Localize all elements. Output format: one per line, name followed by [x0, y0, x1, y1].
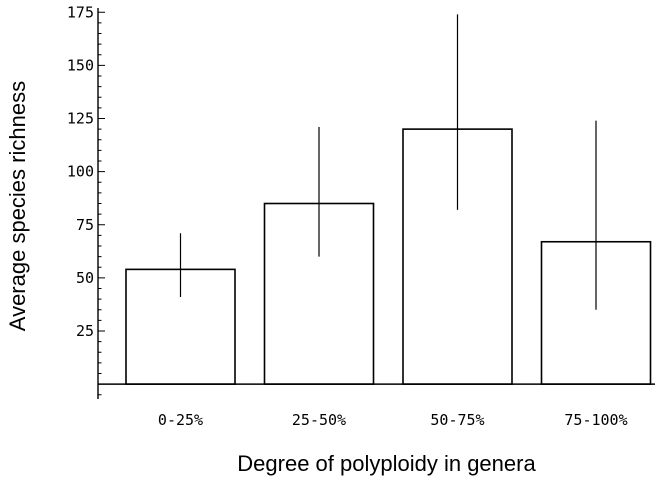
y-tick-label: 175	[67, 3, 94, 21]
y-axis-ticks: 25 50 75 100 125 150 175	[67, 3, 105, 396]
x-tick-label: 0-25%	[158, 411, 203, 429]
x-tick-label: 50-75%	[430, 411, 484, 429]
y-tick-label: 125	[67, 110, 94, 128]
y-tick-label: 25	[76, 322, 94, 340]
y-tick-label: 75	[76, 216, 94, 234]
x-axis-tick-labels: 0-25% 25-50% 50-75% 75-100%	[158, 411, 628, 429]
bars	[125, 128, 652, 385]
y-tick-label: 100	[67, 163, 94, 181]
x-tick-label: 25-50%	[292, 411, 346, 429]
x-axis-title: Degree of polyploidy in genera	[237, 451, 536, 476]
x-tick-label: 75-100%	[564, 411, 627, 429]
y-axis-title: Average species richness	[5, 81, 30, 331]
y-tick-label: 50	[76, 269, 94, 287]
y-tick-label: 150	[67, 56, 94, 74]
error-bars	[179, 14, 597, 310]
